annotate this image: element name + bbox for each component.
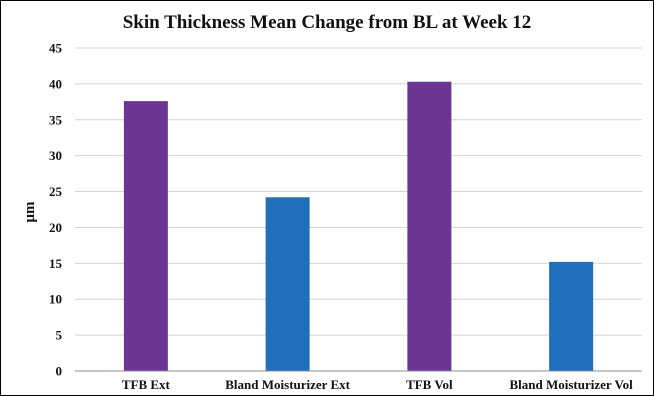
x-category-label: TFB Ext [122,377,171,392]
y-tick-label: 20 [49,220,62,235]
bar-2 [265,197,310,371]
x-category-label: TFB Vol [406,377,453,392]
gridlines [75,47,642,336]
chart-title: Skin Thickness Mean Change from BL at We… [123,12,532,33]
y-tick-label: 45 [49,41,63,56]
x-category-label: Bland Moisturizer Ext [225,377,350,392]
y-tick-label: 40 [49,76,62,91]
y-tick-label: 5 [56,328,63,343]
y-tick-label: 30 [49,148,62,163]
bars [123,81,594,372]
y-tick-label: 10 [49,292,62,307]
bar-4 [549,261,594,371]
y-axis-label: μm [22,201,38,223]
y-axis-ticks: 0 5 10 15 20 25 30 35 40 45 [49,41,63,379]
y-tick-label: 15 [49,256,63,271]
x-category-label: Bland Moisturizer Vol [509,377,633,392]
y-tick-label: 25 [49,184,63,199]
y-tick-label: 35 [49,112,63,127]
x-axis-categories: TFB Ext Bland Moisturizer Ext TFB Vol Bland… [122,377,633,392]
bar-3 [407,81,452,371]
bar-1 [123,101,168,372]
y-tick-label: 0 [56,364,63,379]
